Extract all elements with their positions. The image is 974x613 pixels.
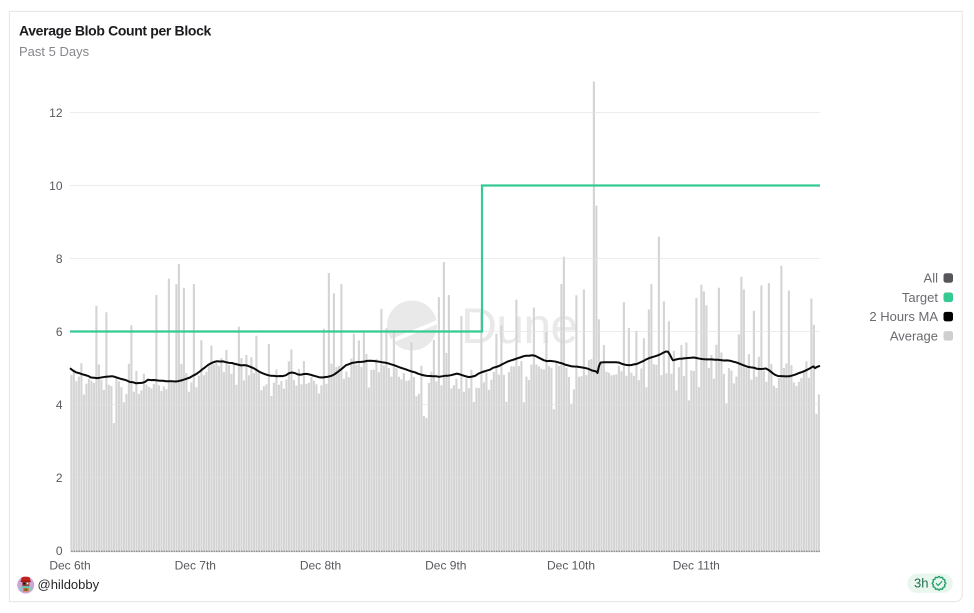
svg-text:Dec 8th: Dec 8th — [300, 559, 341, 573]
svg-text:@hildobby: @hildobby — [38, 577, 100, 592]
svg-text:4: 4 — [56, 398, 63, 412]
svg-text:Dune: Dune — [461, 298, 577, 354]
svg-text:2 Hours MA: 2 Hours MA — [869, 309, 938, 324]
svg-text:12: 12 — [49, 106, 63, 120]
svg-text:Dec 6th: Dec 6th — [49, 559, 90, 573]
svg-text:10: 10 — [49, 179, 63, 193]
svg-text:Dec 7th: Dec 7th — [175, 559, 216, 573]
svg-text:0: 0 — [56, 544, 63, 558]
svg-text:2: 2 — [56, 471, 63, 485]
svg-text:8: 8 — [56, 252, 63, 266]
svg-text:Dec 9th: Dec 9th — [425, 559, 466, 573]
svg-text:6: 6 — [56, 325, 63, 339]
svg-text:Target: Target — [902, 290, 939, 305]
svg-text:Dec 11th: Dec 11th — [673, 559, 720, 573]
svg-text:Dec 10th: Dec 10th — [547, 559, 595, 573]
svg-text:Past 5 Days: Past 5 Days — [19, 44, 90, 59]
svg-text:All: All — [924, 271, 939, 286]
svg-text:Average Blob Count per Block: Average Blob Count per Block — [19, 23, 211, 39]
svg-text:3h: 3h — [914, 576, 928, 591]
svg-text:Average: Average — [890, 329, 938, 344]
